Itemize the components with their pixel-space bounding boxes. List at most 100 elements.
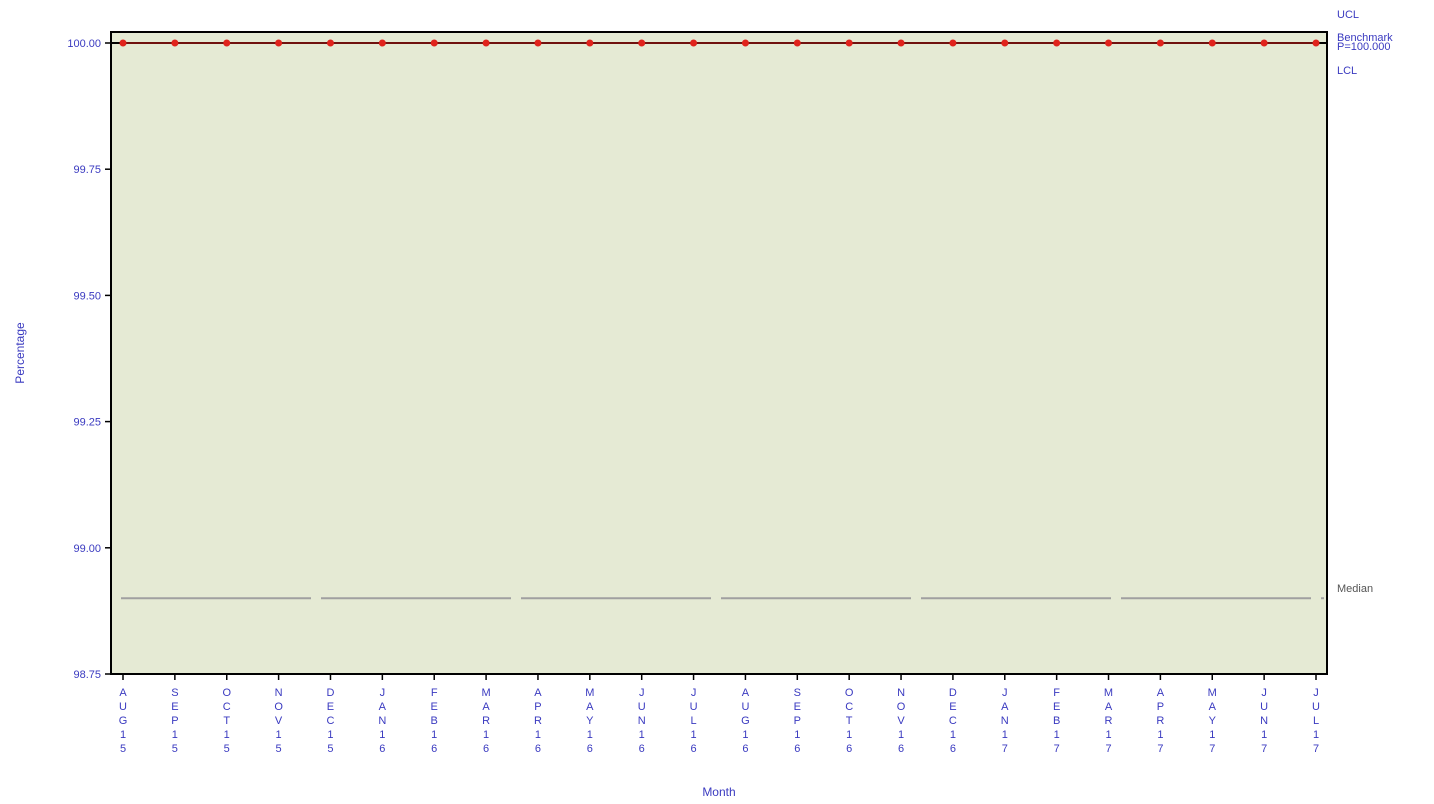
x-tick-label-char: P xyxy=(171,715,178,727)
x-tick-label-char: 1 xyxy=(587,729,593,741)
y-axis: 98.75 99.00 99.25 99.50 99.75 100.00 xyxy=(67,38,111,681)
x-tick-label-char: M xyxy=(482,687,491,699)
x-tick-label-char: 1 xyxy=(794,729,800,741)
data-point xyxy=(378,39,386,47)
x-tick-label-char: A xyxy=(482,701,490,713)
x-tick-label-char: 7 xyxy=(1054,743,1060,755)
x-tick-label-char: R xyxy=(534,715,542,727)
x-tick-label-char: 6 xyxy=(794,743,800,755)
x-tick-label-char: R xyxy=(1105,715,1113,727)
x-tick-label-char: N xyxy=(1260,715,1268,727)
x-tick-label-char: 5 xyxy=(276,743,282,755)
x-tick-label-char: 6 xyxy=(431,743,437,755)
x-tick-label: MAY17MAY17 xyxy=(1208,687,1217,755)
x-tick-label-char: 6 xyxy=(587,743,593,755)
y-tick-label: 99.00 xyxy=(73,543,101,555)
x-tick-label-char: 1 xyxy=(483,729,489,741)
x-tick-label-char: A xyxy=(1157,687,1165,699)
plot-frame xyxy=(110,31,1328,675)
x-tick-label-char: A xyxy=(586,701,594,713)
x-tick-label-char: G xyxy=(741,715,750,727)
x-tick-label-char: V xyxy=(897,715,905,727)
x-tick-label-char: 6 xyxy=(639,743,645,755)
x-tick-label-char: S xyxy=(794,687,801,699)
x-axis: AUG15AUG15SEP15SEP15OCT15OCT15NOV15NOV15… xyxy=(119,674,1320,755)
x-tick-label-char: U xyxy=(741,701,749,713)
data-point xyxy=(430,39,438,47)
lcl-label: LCL xyxy=(1337,65,1357,77)
data-point xyxy=(586,39,594,47)
x-tick-label-char: M xyxy=(1208,687,1217,699)
x-tick-label-char: U xyxy=(1260,701,1268,713)
ucl-label: UCL xyxy=(1337,9,1359,21)
y-tick-label: 99.50 xyxy=(73,290,101,302)
x-tick-label: NOV16NOV16 xyxy=(897,687,906,755)
x-tick-label-char: O xyxy=(845,687,854,699)
x-tick-label-char: M xyxy=(585,687,594,699)
x-tick-label-char: A xyxy=(1105,701,1113,713)
y-tick-label: 99.25 xyxy=(73,417,101,429)
x-tick-label-char: F xyxy=(1053,687,1060,699)
x-tick-label: DEC15DEC15 xyxy=(327,687,335,755)
data-point xyxy=(1208,39,1216,47)
x-tick-label-char: 7 xyxy=(1002,743,1008,755)
x-tick-label-char: A xyxy=(742,687,750,699)
data-point xyxy=(793,39,801,47)
x-tick-label-char: 6 xyxy=(691,743,697,755)
x-tick-label-char: 1 xyxy=(742,729,748,741)
x-tick-label: AUG15AUG15 xyxy=(119,687,128,755)
data-point xyxy=(638,39,646,47)
data-point xyxy=(171,39,179,47)
x-tick-label-char: D xyxy=(949,687,957,699)
x-tick-label-char: O xyxy=(897,701,906,713)
median-label: Median xyxy=(1337,583,1373,595)
data-point xyxy=(741,39,749,47)
x-tick-label-char: 6 xyxy=(898,743,904,755)
x-tick-label-char: U xyxy=(119,701,127,713)
x-tick-label-char: O xyxy=(274,701,283,713)
data-point xyxy=(1260,39,1268,47)
data-point xyxy=(845,39,853,47)
x-tick-label-char: N xyxy=(275,687,283,699)
x-axis-title: Month xyxy=(702,785,735,799)
x-tick-label-char: A xyxy=(119,687,127,699)
x-tick-label: DEC16DEC16 xyxy=(949,687,957,755)
x-tick-label-char: 6 xyxy=(535,743,541,755)
data-point xyxy=(223,39,231,47)
x-tick-label-char: J xyxy=(691,687,697,699)
data-point xyxy=(275,39,283,47)
benchmark-label: Benchmark xyxy=(1337,32,1393,44)
x-tick-label: FEB17FEB17 xyxy=(1053,687,1060,755)
data-point xyxy=(119,39,127,47)
x-tick-label-char: 1 xyxy=(1002,729,1008,741)
x-tick-label-char: D xyxy=(327,687,335,699)
x-tick-label-char: 1 xyxy=(1157,729,1163,741)
data-point xyxy=(1105,39,1113,47)
y-tick-label: 100.00 xyxy=(67,38,101,50)
x-tick-label-char: E xyxy=(431,701,438,713)
x-tick-label: JUL16JUL16 xyxy=(690,687,698,755)
x-tick-label-char: 5 xyxy=(327,743,333,755)
x-tick-label-char: Y xyxy=(1209,715,1217,727)
x-tick-label-char: 1 xyxy=(327,729,333,741)
x-tick-label-char: R xyxy=(482,715,490,727)
x-tick-label-char: 1 xyxy=(639,729,645,741)
x-tick-label-char: J xyxy=(380,687,386,699)
x-tick-label-char: 6 xyxy=(742,743,748,755)
x-tick-label: NOV15NOV15 xyxy=(274,687,283,755)
x-tick-label-char: O xyxy=(222,687,231,699)
x-tick-label-char: 1 xyxy=(379,729,385,741)
plot-area xyxy=(111,32,1327,674)
x-tick-label-char: 6 xyxy=(379,743,385,755)
x-tick-label-char: 1 xyxy=(846,729,852,741)
x-tick-label: JUL17JUL17 xyxy=(1312,687,1320,755)
y-tick-label: 99.75 xyxy=(73,164,101,176)
x-tick-label-char: 7 xyxy=(1261,743,1267,755)
x-tick-label-char: A xyxy=(1209,701,1217,713)
data-point xyxy=(1001,39,1009,47)
x-tick-label-char: J xyxy=(1261,687,1267,699)
x-tick-label-char: E xyxy=(171,701,178,713)
x-tick-label-char: V xyxy=(275,715,283,727)
data-point xyxy=(534,39,542,47)
